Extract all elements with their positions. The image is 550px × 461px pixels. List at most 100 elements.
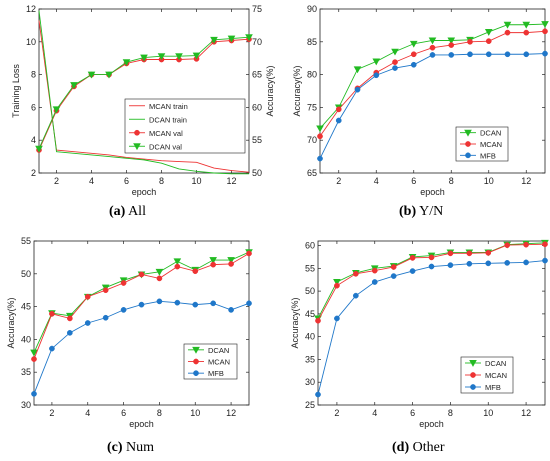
data-point [31, 356, 37, 362]
x-tick-label: 8 [448, 408, 453, 418]
x-tick-label: 4 [89, 176, 94, 186]
data-point [428, 263, 435, 270]
data-point [227, 257, 235, 264]
data-point [371, 267, 378, 274]
series-line [319, 53, 546, 159]
data-point [175, 53, 183, 61]
data-point [138, 301, 145, 308]
x-tick-label: 2 [54, 176, 59, 186]
series-line [38, 20, 250, 173]
y-tick-label: 90 [307, 4, 317, 14]
data-point [485, 260, 492, 267]
data-point [485, 38, 492, 44]
x-tick-label: 4 [372, 408, 377, 418]
data-point [334, 282, 340, 289]
data-point [192, 52, 201, 60]
legend-label: DCAN val [149, 142, 182, 151]
plot-frame [319, 8, 546, 174]
x-axis-label: epoch [132, 187, 157, 197]
series-dcan [314, 239, 549, 323]
plot-frame [33, 240, 250, 406]
data-point [49, 345, 55, 352]
data-point [335, 117, 342, 124]
series-mcan [31, 250, 252, 362]
y-axis-label: Accuracy(%) [290, 297, 300, 348]
data-point [352, 292, 359, 299]
data-point [155, 268, 164, 276]
data-point [138, 271, 145, 278]
caption-c: (c) Num [107, 440, 155, 455]
y-tick-label: 4 [31, 135, 36, 145]
legend-marker [465, 141, 471, 147]
data-point [102, 314, 109, 321]
x-tick-label: 12 [521, 408, 531, 418]
legend-box [124, 98, 246, 154]
y-tick-label: 30 [305, 377, 315, 387]
legend-marker [464, 129, 472, 137]
data-point [52, 106, 61, 114]
y-tick-label: 2 [31, 168, 36, 178]
data-point [542, 50, 548, 57]
y-tick-label: 80 [307, 70, 317, 80]
data-point [390, 273, 397, 279]
data-point [371, 279, 378, 285]
x-tick-label: 6 [124, 176, 129, 186]
data-point [447, 250, 454, 257]
y-tick-label: 10 [26, 37, 36, 47]
y-tick-label: 45 [21, 302, 31, 312]
x-tick-label: 10 [191, 176, 201, 186]
y2-tick-label: 50 [252, 168, 262, 178]
x-tick-label: 8 [157, 408, 162, 418]
x-tick-label: 4 [85, 408, 90, 418]
x-tick-label: 6 [410, 408, 415, 418]
y2-tick-label: 55 [252, 135, 262, 145]
data-point [485, 249, 492, 256]
data-point [70, 82, 78, 90]
x-tick-label: 8 [159, 176, 164, 186]
legend-marker [192, 346, 200, 354]
data-point [246, 300, 252, 307]
data-point [174, 263, 181, 270]
plot-frame [38, 8, 250, 174]
data-point [316, 125, 324, 133]
y-tick-label: 65 [307, 168, 317, 178]
data-point [447, 37, 456, 45]
data-point [390, 264, 397, 270]
data-point [174, 299, 181, 306]
y-tick-label: 70 [307, 135, 317, 145]
y2-tick-label: 60 [252, 102, 262, 112]
y-tick-label: 30 [21, 400, 31, 410]
legend-marker [193, 358, 199, 365]
y-tick-label: 60 [305, 241, 315, 251]
legend-label: MFB [208, 369, 224, 378]
caption-a: (a) All [109, 204, 146, 219]
y-tick-label: 12 [26, 4, 36, 14]
data-point [333, 279, 341, 286]
data-point [317, 155, 323, 162]
series-mcan-train [38, 20, 250, 173]
data-point [120, 280, 127, 286]
legend-label: DCAN [480, 129, 501, 138]
data-point [504, 260, 511, 266]
data-point [317, 133, 323, 140]
data-point [504, 51, 511, 58]
legend-marker [469, 360, 477, 367]
data-point [448, 52, 455, 58]
legend-label: MCAN [208, 358, 230, 367]
data-point [354, 86, 361, 93]
data-point [31, 390, 37, 397]
data-point [245, 34, 253, 42]
data-point [523, 259, 529, 266]
y-tick-label: 6 [31, 102, 36, 112]
chart-a: 2 4 6 8 10 12 epoch 2 4 6 8 10 12 Training Loss 50 55 60… [11, 4, 275, 197]
x-tick-label: 2 [334, 408, 339, 418]
data-point [140, 54, 148, 62]
series-dcan-val [35, 34, 253, 153]
data-point [429, 44, 436, 51]
data-point [84, 320, 91, 326]
data-point [372, 58, 381, 66]
x-tick-label: 10 [190, 408, 200, 418]
data-point [352, 270, 359, 277]
legend-label: DCAN train [149, 115, 187, 124]
